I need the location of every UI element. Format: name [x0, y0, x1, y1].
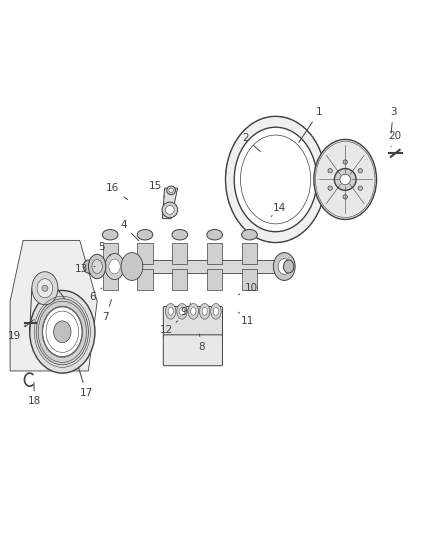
Text: 19: 19	[8, 325, 25, 341]
Circle shape	[167, 186, 176, 195]
Ellipse shape	[283, 260, 294, 273]
Ellipse shape	[226, 116, 325, 243]
Ellipse shape	[92, 260, 102, 273]
Ellipse shape	[37, 279, 53, 298]
Polygon shape	[88, 260, 284, 273]
Ellipse shape	[199, 303, 210, 319]
Circle shape	[162, 202, 178, 218]
Ellipse shape	[36, 298, 88, 365]
Circle shape	[334, 168, 356, 190]
Ellipse shape	[83, 260, 94, 273]
Ellipse shape	[191, 308, 196, 315]
Text: 6: 6	[89, 288, 102, 302]
Ellipse shape	[166, 303, 176, 319]
Text: 18: 18	[28, 383, 41, 407]
Ellipse shape	[202, 308, 207, 315]
Circle shape	[358, 168, 363, 173]
Text: 10: 10	[239, 283, 258, 295]
Circle shape	[343, 160, 347, 164]
Circle shape	[343, 195, 347, 199]
Text: 16: 16	[106, 183, 127, 199]
Text: 7: 7	[102, 300, 112, 321]
Polygon shape	[242, 269, 257, 290]
Polygon shape	[162, 188, 178, 219]
Ellipse shape	[109, 259, 120, 274]
Text: 15: 15	[149, 181, 165, 197]
Ellipse shape	[30, 290, 95, 373]
Ellipse shape	[211, 303, 221, 319]
Ellipse shape	[234, 127, 317, 232]
Ellipse shape	[105, 254, 124, 279]
Ellipse shape	[32, 272, 58, 305]
Polygon shape	[102, 243, 118, 264]
Text: 4: 4	[120, 220, 139, 240]
Ellipse shape	[273, 253, 295, 280]
Ellipse shape	[177, 303, 187, 319]
Text: 3: 3	[390, 107, 396, 133]
Circle shape	[166, 206, 174, 214]
Ellipse shape	[172, 230, 187, 240]
Ellipse shape	[121, 253, 143, 280]
Polygon shape	[172, 243, 187, 264]
Polygon shape	[102, 269, 118, 290]
FancyBboxPatch shape	[163, 335, 223, 366]
Ellipse shape	[213, 308, 219, 315]
Ellipse shape	[314, 140, 377, 220]
Text: 14: 14	[271, 203, 286, 216]
Circle shape	[169, 188, 173, 192]
Ellipse shape	[102, 230, 118, 240]
Ellipse shape	[137, 230, 153, 240]
Ellipse shape	[242, 230, 257, 240]
Polygon shape	[138, 243, 152, 264]
Polygon shape	[138, 269, 152, 290]
Ellipse shape	[53, 321, 71, 343]
Circle shape	[328, 168, 332, 173]
Circle shape	[358, 186, 363, 190]
Circle shape	[328, 186, 332, 190]
Text: 13: 13	[75, 264, 95, 273]
Text: 1: 1	[299, 107, 322, 142]
Circle shape	[340, 174, 350, 184]
Polygon shape	[207, 269, 222, 290]
Text: 5: 5	[98, 242, 110, 256]
Ellipse shape	[188, 303, 198, 319]
Text: 9: 9	[181, 303, 191, 317]
Ellipse shape	[180, 308, 185, 315]
Polygon shape	[10, 240, 97, 371]
Polygon shape	[207, 243, 222, 264]
Text: 12: 12	[160, 321, 178, 335]
Ellipse shape	[88, 254, 106, 279]
Circle shape	[42, 285, 48, 292]
FancyBboxPatch shape	[163, 306, 223, 337]
Text: 11: 11	[239, 312, 254, 326]
Polygon shape	[242, 243, 257, 264]
Text: 17: 17	[78, 367, 93, 398]
Ellipse shape	[278, 259, 290, 274]
Ellipse shape	[168, 308, 173, 315]
Polygon shape	[172, 269, 187, 290]
Text: 20: 20	[389, 131, 402, 147]
Text: 8: 8	[198, 334, 205, 352]
Ellipse shape	[207, 230, 223, 240]
Ellipse shape	[43, 307, 82, 357]
Text: 2: 2	[242, 133, 261, 151]
